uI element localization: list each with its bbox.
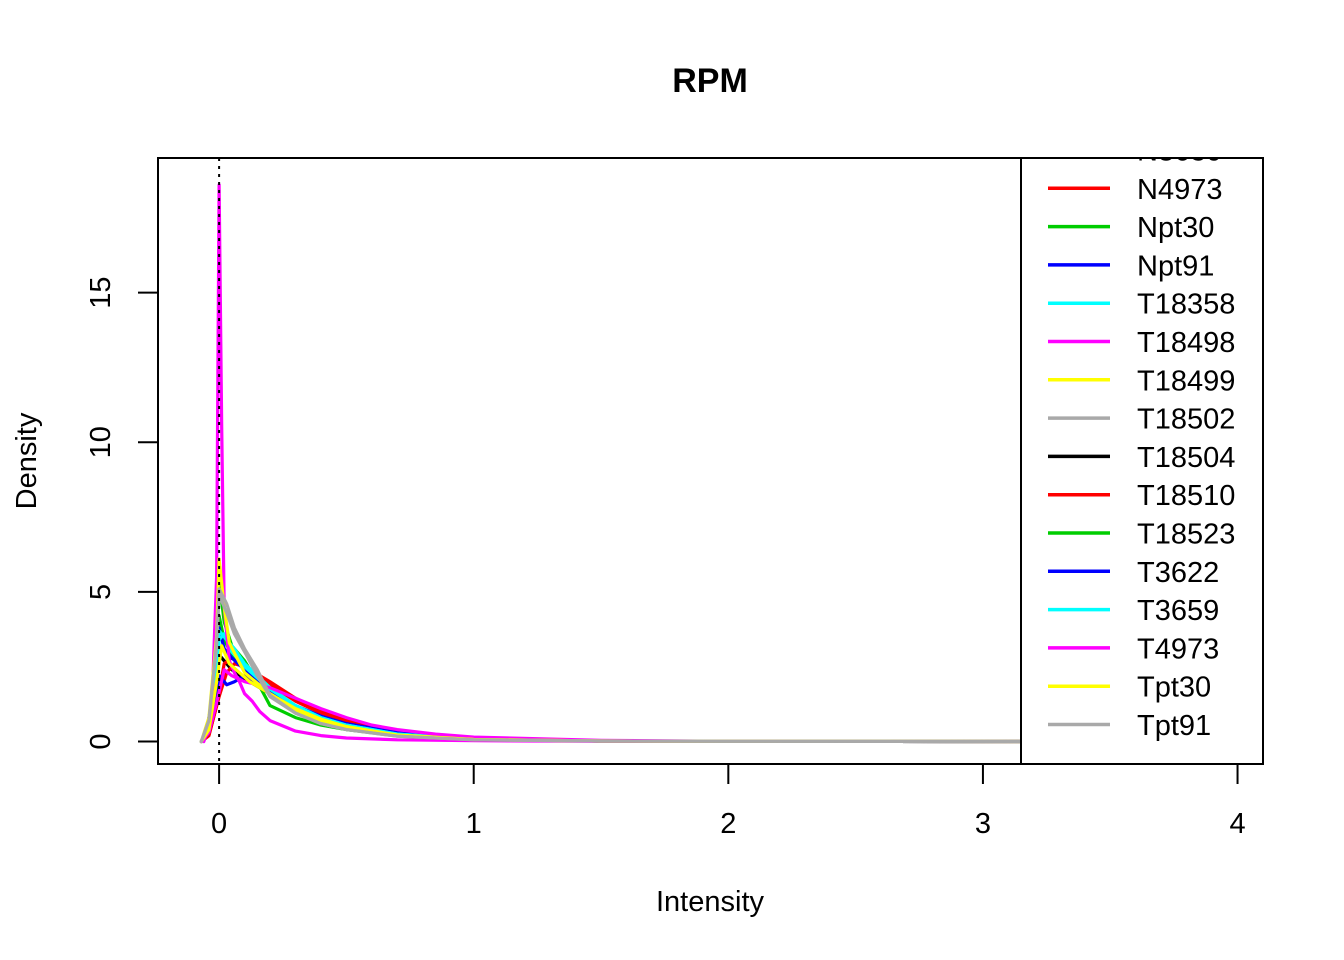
y-tick-label-15: 15 [85,277,117,309]
y-tick-label-10: 10 [85,426,117,458]
series-line-t4973 [199,668,1240,744]
x-tick-label-3: 3 [975,808,991,840]
legend-entries: N3659 N4973 Npt30 Npt91 T18358 T18498 T18499 T1… [1048,136,1235,742]
legend-label-t3659: T3659 [1137,595,1219,627]
legend: N3659 N4973 Npt30 Npt91 T18358 T18498 T18499 T1… [1020,136,1264,765]
y-axis-label: Density [11,412,43,509]
legend-box [1020,157,1264,765]
x-axis-label: Intensity [656,886,764,918]
legend-label-t18498: T18498 [1137,327,1235,359]
legend-label-npt91: Npt91 [1137,250,1214,282]
y-tick-label-5: 5 [85,584,117,600]
x-tick-label-0: 0 [211,808,227,840]
legend-label-t3622: T3622 [1137,557,1219,589]
legend-label-n4973: N4973 [1137,174,1222,206]
legend-label-n3659: N3659 [1137,136,1222,168]
x-tick-label-4: 4 [1229,808,1245,840]
legend-label-t18504: T18504 [1137,442,1235,474]
y-tick-label-0: 0 [85,733,117,749]
x-tick-label-1: 1 [466,808,482,840]
legend-label-t18510: T18510 [1137,480,1235,512]
legend-label-t18523: T18523 [1137,519,1235,551]
axes: 0 1 2 3 4 0 5 10 15 [85,277,1246,840]
series-line-t18498 [202,183,1240,744]
legend-label-t18499: T18499 [1137,365,1235,397]
legend-label-t18358: T18358 [1137,289,1235,321]
x-tick-label-2: 2 [720,808,736,840]
legend-label-t4973: T4973 [1137,633,1219,665]
legend-label-npt30: Npt30 [1137,212,1214,244]
chart-title: RPM [672,62,748,100]
legend-label-tpt30: Tpt30 [1137,672,1211,704]
legend-label-tpt91: Tpt91 [1137,710,1211,742]
legend-label-t18502: T18502 [1137,404,1235,436]
